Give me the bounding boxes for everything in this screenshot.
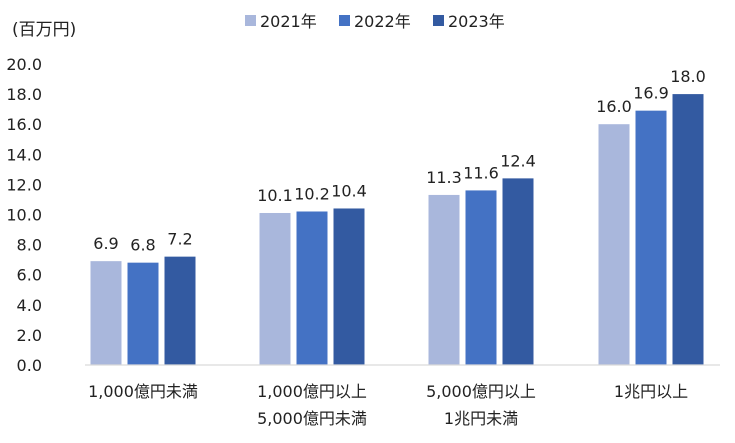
- bar: [259, 212, 291, 365]
- data-label: 18.0: [670, 67, 706, 86]
- legend: 2021年 2022年 2023年: [245, 12, 505, 31]
- y-tick-label: 18.0: [6, 85, 42, 104]
- data-label: 11.3: [426, 168, 462, 187]
- y-tick-label: 12.0: [6, 175, 42, 194]
- bar: [127, 262, 159, 365]
- data-label: 11.6: [463, 163, 499, 182]
- data-label: 16.9: [633, 84, 669, 103]
- x-tick-label: 5,000億円未満: [257, 409, 367, 428]
- legend-label: 2023年: [448, 12, 505, 31]
- y-tick-label: 6.0: [17, 266, 42, 285]
- legend-swatch: [245, 15, 256, 26]
- x-tick-label: 1,000億円以上: [257, 382, 367, 401]
- x-tick-label: 1兆円未満: [444, 409, 518, 428]
- bar: [333, 208, 365, 365]
- bar: [635, 110, 667, 365]
- bar: [164, 256, 196, 365]
- bar: [90, 261, 122, 365]
- y-tick-label: 16.0: [6, 115, 42, 134]
- bar: [672, 94, 704, 365]
- data-label: 6.8: [130, 236, 155, 255]
- data-label: 7.2: [167, 230, 192, 249]
- unit-label: (百万円): [12, 20, 76, 40]
- x-tick-label: 1,000億円未満: [88, 382, 198, 401]
- legend-label: 2021年: [260, 12, 317, 31]
- bar: [598, 124, 630, 365]
- bar: [465, 190, 497, 365]
- y-axis: 0.0 2.0 4.0 6.0 8.0 10.0 12.0 14.0 16.0 18.0 20.0: [6, 55, 42, 375]
- data-label: 6.9: [93, 234, 118, 253]
- legend-swatch: [339, 15, 350, 26]
- bar: [428, 194, 460, 365]
- y-tick-label: 4.0: [17, 296, 42, 315]
- legend-swatch: [433, 15, 444, 26]
- data-label: 10.2: [294, 184, 330, 203]
- y-tick-label: 0.0: [17, 356, 42, 375]
- data-label: 12.4: [500, 151, 536, 170]
- y-tick-label: 14.0: [6, 145, 42, 164]
- legend-label: 2022年: [354, 12, 411, 31]
- bar: [502, 178, 534, 365]
- y-tick-label: 8.0: [17, 236, 42, 255]
- x-axis: 1,000億円未満 1,000億円以上 5,000億円未満 5,000億円以上 1兆円未…: [88, 382, 688, 428]
- plot-area: 6.9 10.1 11.3 16.0 6.8 10.2 11.6 16.9 7.2 10.4 12.…: [90, 67, 706, 365]
- y-tick-label: 20.0: [6, 55, 42, 74]
- y-tick-label: 10.0: [6, 206, 42, 225]
- x-tick-label: 1兆円以上: [614, 382, 688, 401]
- y-tick-label: 2.0: [17, 326, 42, 345]
- data-label: 10.4: [331, 181, 367, 200]
- x-tick-label: 5,000億円以上: [426, 382, 536, 401]
- bar: [296, 211, 328, 365]
- data-label: 16.0: [596, 97, 632, 116]
- data-label: 10.1: [257, 186, 293, 205]
